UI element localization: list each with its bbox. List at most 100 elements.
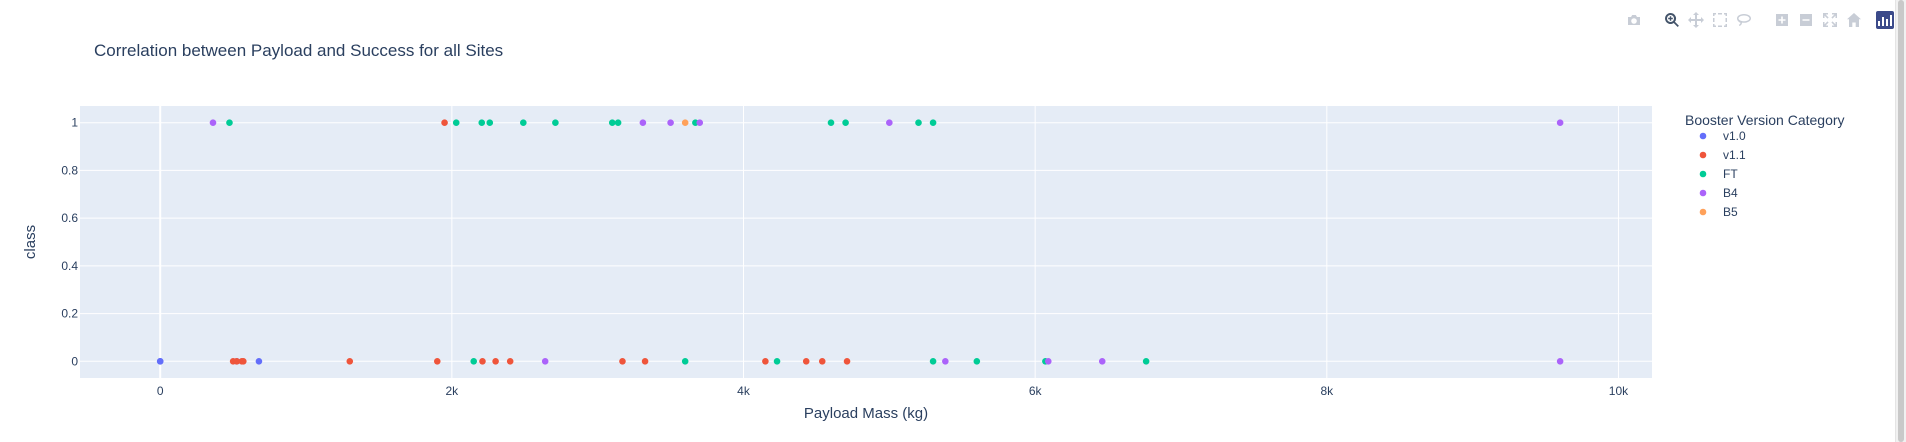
y-tick-label: 0.4 (61, 259, 78, 273)
series-v1-1[interactable] (229, 119, 851, 365)
y-tick-label: 0.8 (61, 163, 78, 177)
data-point[interactable] (929, 357, 937, 365)
data-point[interactable] (479, 357, 486, 365)
zoom-in-icon[interactable] (1772, 10, 1792, 30)
data-point[interactable] (843, 357, 851, 365)
scatter-points[interactable] (156, 119, 1564, 365)
data-point[interactable] (639, 119, 647, 127)
y-tick-label: 0.6 (61, 211, 78, 225)
y-tick-label: 0.2 (61, 307, 78, 321)
data-point[interactable] (233, 357, 241, 365)
x-tick-label: 0 (157, 384, 164, 398)
data-point[interactable] (667, 119, 674, 127)
legend-label: B4 (1723, 186, 1738, 200)
autoscale-icon[interactable] (1820, 10, 1840, 30)
y-tick-label: 0 (71, 354, 78, 368)
data-point[interactable] (696, 119, 704, 127)
camera-icon[interactable] (1624, 10, 1644, 30)
data-point[interactable] (681, 119, 689, 127)
legend-item[interactable]: B4 (1699, 186, 1738, 200)
data-point[interactable] (226, 119, 233, 127)
x-tick-label: 2k (446, 384, 460, 398)
data-point[interactable] (541, 357, 549, 365)
pan-icon[interactable] (1686, 10, 1706, 30)
data-point[interactable] (492, 357, 499, 365)
zoom-out-icon[interactable] (1796, 10, 1816, 30)
data-point[interactable] (209, 119, 217, 127)
plotly-logo-icon[interactable] (1876, 11, 1894, 29)
data-point[interactable] (915, 119, 922, 127)
legend-marker (1699, 151, 1707, 159)
data-point[interactable] (1098, 357, 1106, 365)
data-point[interactable] (886, 119, 893, 127)
legend-marker (1699, 132, 1707, 140)
data-point[interactable] (842, 119, 849, 127)
data-point[interactable] (441, 119, 448, 127)
data-point[interactable] (762, 357, 769, 365)
data-point[interactable] (1556, 119, 1564, 127)
data-point[interactable] (1142, 357, 1150, 365)
data-point[interactable] (486, 119, 494, 127)
legend-marker (1699, 189, 1707, 197)
data-point[interactable] (973, 357, 981, 365)
data-point[interactable] (929, 119, 937, 127)
data-point[interactable] (827, 119, 835, 127)
y-axis-title: class (22, 225, 39, 259)
data-point[interactable] (1044, 357, 1052, 365)
x-tick-label: 4k (737, 384, 751, 398)
legend-label: v1.1 (1723, 148, 1746, 162)
data-point[interactable] (452, 119, 460, 127)
lasso-select-icon[interactable] (1734, 10, 1754, 30)
data-point[interactable] (608, 119, 616, 127)
modebar (1624, 10, 1894, 30)
reset-axes-icon[interactable] (1844, 10, 1864, 30)
data-point[interactable] (552, 119, 559, 127)
legend-marker (1699, 170, 1707, 178)
legend: Booster Version Category v1.0 v1.1 FT B4 B5 (1685, 112, 1845, 219)
series-b5[interactable] (681, 119, 689, 127)
y-tick-label: 1 (71, 116, 78, 130)
plot-area[interactable] (80, 106, 1652, 378)
data-point[interactable] (506, 357, 514, 365)
x-tick-label: 10k (1609, 384, 1629, 398)
data-point[interactable] (1556, 357, 1564, 365)
x-tick-label: 6k (1029, 384, 1043, 398)
data-point[interactable] (942, 357, 949, 365)
legend-title: Booster Version Category (1685, 112, 1845, 128)
data-point[interactable] (478, 119, 486, 127)
legend-item[interactable]: FT (1699, 167, 1739, 181)
chart-title: Correlation between Payload and Success … (94, 41, 503, 60)
series-b4[interactable] (209, 119, 1564, 365)
data-point[interactable] (614, 119, 622, 127)
data-point[interactable] (802, 357, 810, 365)
data-point[interactable] (681, 357, 689, 365)
legend-items[interactable]: v1.0 v1.1 FT B4 B5 (1699, 129, 1746, 219)
x-axis-ticks: 0 2k 4k 6k 8k 10k (157, 384, 1629, 398)
data-point[interactable] (818, 357, 826, 365)
data-point[interactable] (433, 357, 441, 365)
data-point[interactable] (470, 357, 478, 365)
x-axis-title: Payload Mass (kg) (804, 405, 928, 422)
data-point[interactable] (619, 357, 626, 365)
legend-item[interactable]: B5 (1699, 205, 1738, 219)
legend-label: B5 (1723, 205, 1738, 219)
data-point[interactable] (156, 357, 164, 365)
box-select-icon[interactable] (1710, 10, 1730, 30)
data-point[interactable] (255, 357, 263, 365)
legend-label: v1.0 (1723, 129, 1746, 143)
page-scrollbar[interactable] (1895, 0, 1906, 442)
legend-marker (1699, 208, 1707, 216)
data-point[interactable] (240, 357, 247, 365)
data-point[interactable] (773, 357, 781, 365)
data-point[interactable] (520, 119, 527, 127)
y-axis-ticks: 0 0.2 0.4 0.6 0.8 1 (61, 116, 78, 369)
legend-item[interactable]: v1.1 (1699, 148, 1746, 162)
data-point[interactable] (346, 357, 354, 365)
data-point[interactable] (641, 357, 649, 365)
legend-item[interactable]: v1.0 (1699, 129, 1746, 143)
legend-label: FT (1723, 167, 1738, 181)
zoom-icon[interactable] (1662, 10, 1682, 30)
grid-lines (80, 106, 1652, 378)
x-tick-label: 8k (1320, 384, 1334, 398)
